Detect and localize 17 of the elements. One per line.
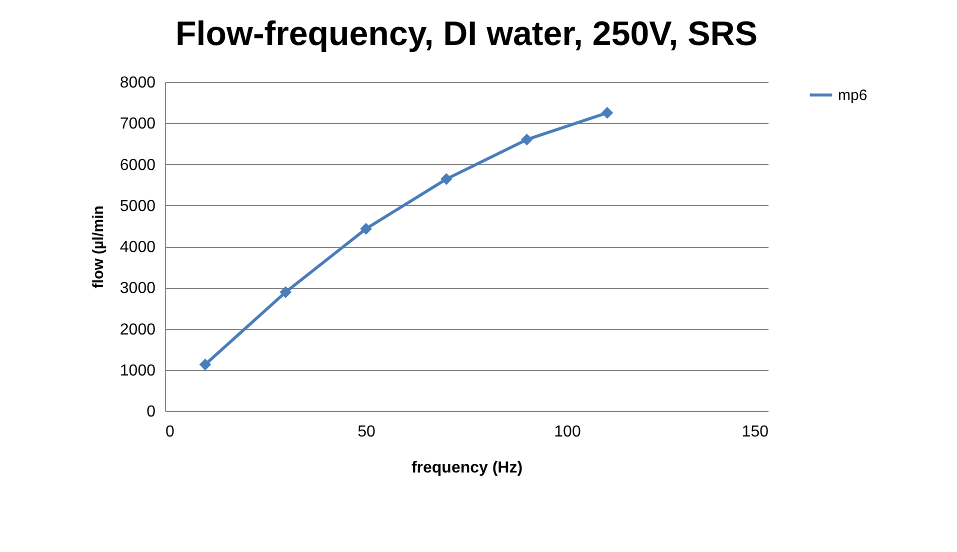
x-tick-label: 100 <box>554 424 581 440</box>
y-tick-label: 7000 <box>120 116 156 133</box>
x-tick-label: 0 <box>166 424 174 440</box>
y-tick-label: 1000 <box>120 362 156 380</box>
y-tick-label: 0 <box>146 404 156 420</box>
legend-label: mp6 <box>838 87 868 104</box>
y-tick-label: 3000 <box>120 280 156 298</box>
x-tick-label: 150 <box>742 424 769 440</box>
y-tick-label: 6000 <box>120 156 156 174</box>
y-tick-label: 2000 <box>120 321 156 338</box>
chart-title: Flow-frequency, DI water, 250V, SRS <box>176 15 758 53</box>
y-tick-label: 8000 <box>120 74 156 92</box>
y-tick-label: 5000 <box>120 198 156 215</box>
x-axis-title: frequency (Hz) <box>411 460 523 476</box>
x-tick-label: 50 <box>358 424 376 440</box>
y-tick-label: 4000 <box>120 239 156 256</box>
y-axis-title: flow (µl/min <box>90 206 107 288</box>
